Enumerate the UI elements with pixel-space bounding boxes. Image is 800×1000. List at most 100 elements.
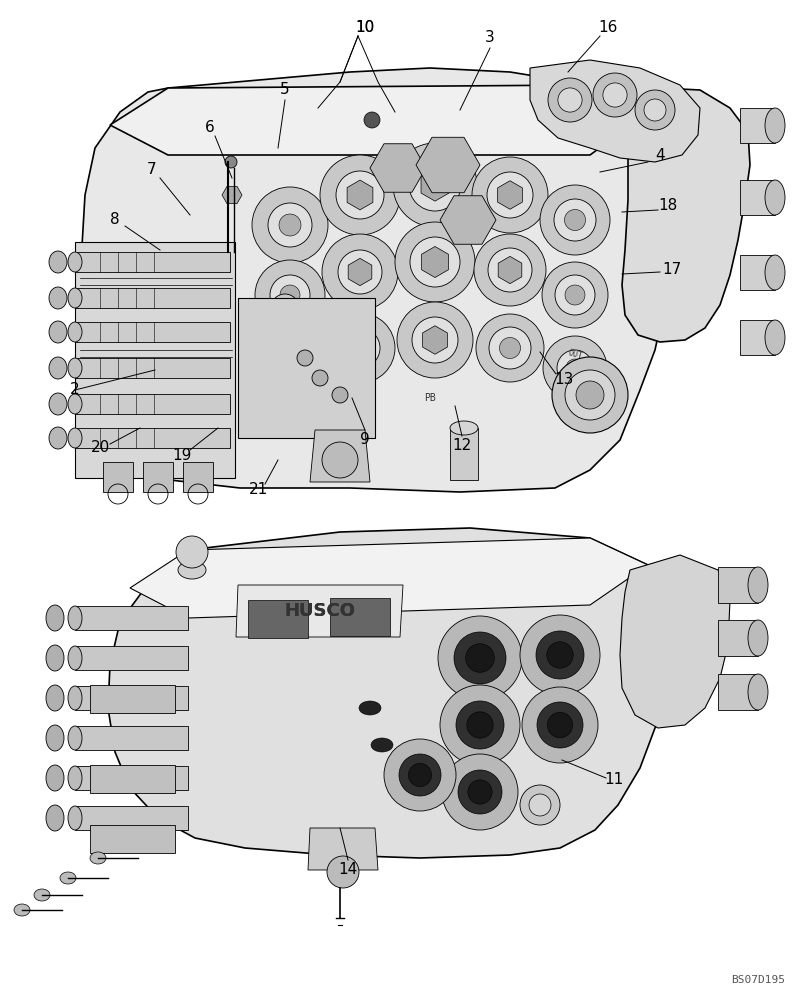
Ellipse shape	[68, 322, 82, 342]
Text: BS07D195: BS07D195	[731, 975, 785, 985]
Ellipse shape	[765, 320, 785, 355]
Text: 8: 8	[110, 213, 120, 228]
Circle shape	[409, 159, 461, 211]
Ellipse shape	[14, 904, 30, 916]
Polygon shape	[330, 598, 390, 636]
Text: 18: 18	[658, 198, 678, 213]
Circle shape	[268, 203, 312, 247]
Circle shape	[603, 83, 627, 107]
Polygon shape	[75, 646, 188, 670]
Text: 13: 13	[554, 372, 574, 387]
Polygon shape	[75, 322, 230, 342]
Circle shape	[176, 536, 208, 568]
Polygon shape	[75, 686, 188, 710]
Polygon shape	[130, 538, 648, 618]
Polygon shape	[75, 242, 235, 478]
Circle shape	[565, 210, 586, 231]
Circle shape	[548, 78, 592, 122]
Circle shape	[542, 262, 608, 328]
Polygon shape	[440, 196, 496, 244]
Circle shape	[547, 642, 573, 668]
Circle shape	[520, 615, 600, 695]
Ellipse shape	[49, 427, 67, 449]
Ellipse shape	[765, 180, 785, 215]
Circle shape	[467, 712, 493, 738]
Circle shape	[487, 172, 533, 218]
Polygon shape	[75, 358, 230, 378]
Polygon shape	[370, 144, 426, 192]
Text: 4: 4	[655, 147, 665, 162]
Circle shape	[322, 234, 398, 310]
Polygon shape	[620, 555, 730, 728]
Ellipse shape	[46, 765, 64, 791]
Text: 9: 9	[360, 432, 370, 448]
Ellipse shape	[765, 255, 785, 290]
Ellipse shape	[748, 620, 768, 656]
Ellipse shape	[49, 251, 67, 273]
Ellipse shape	[178, 561, 206, 579]
Polygon shape	[236, 585, 403, 637]
Circle shape	[322, 442, 358, 478]
Circle shape	[325, 313, 395, 383]
Circle shape	[520, 785, 560, 825]
Circle shape	[454, 632, 506, 684]
Circle shape	[557, 350, 593, 386]
Text: 12: 12	[452, 438, 472, 452]
Circle shape	[271, 294, 299, 322]
Polygon shape	[718, 674, 758, 710]
Circle shape	[458, 770, 502, 814]
Circle shape	[260, 332, 320, 392]
Ellipse shape	[68, 252, 82, 272]
Circle shape	[565, 285, 585, 305]
Circle shape	[338, 250, 382, 294]
Circle shape	[529, 794, 551, 816]
Polygon shape	[498, 181, 522, 209]
Text: 19: 19	[172, 448, 192, 462]
Circle shape	[472, 157, 548, 233]
Polygon shape	[80, 68, 672, 492]
Polygon shape	[348, 258, 372, 286]
Circle shape	[456, 701, 504, 749]
Ellipse shape	[68, 766, 82, 790]
Polygon shape	[310, 430, 370, 482]
Ellipse shape	[68, 646, 82, 670]
Circle shape	[395, 222, 475, 302]
Ellipse shape	[46, 685, 64, 711]
Circle shape	[273, 345, 307, 379]
Polygon shape	[75, 428, 230, 448]
Circle shape	[468, 780, 492, 804]
Polygon shape	[740, 320, 775, 355]
Ellipse shape	[68, 428, 82, 448]
Text: 14: 14	[338, 862, 358, 878]
Ellipse shape	[68, 686, 82, 710]
Polygon shape	[75, 252, 230, 272]
Polygon shape	[740, 180, 775, 215]
Ellipse shape	[49, 287, 67, 309]
Polygon shape	[740, 255, 775, 290]
Polygon shape	[422, 246, 449, 277]
Polygon shape	[450, 428, 478, 480]
Ellipse shape	[46, 645, 64, 671]
Circle shape	[364, 112, 380, 128]
Ellipse shape	[46, 725, 64, 751]
Circle shape	[252, 187, 328, 263]
Circle shape	[270, 275, 310, 315]
Text: 10: 10	[355, 20, 374, 35]
Circle shape	[410, 237, 460, 287]
Circle shape	[537, 702, 583, 748]
Polygon shape	[90, 765, 175, 793]
Text: 11: 11	[604, 772, 624, 788]
Text: HUSCO: HUSCO	[285, 602, 355, 620]
Text: 6: 6	[205, 120, 215, 135]
Circle shape	[540, 185, 610, 255]
Text: OUT: OUT	[566, 349, 583, 361]
Ellipse shape	[49, 393, 67, 415]
Polygon shape	[110, 85, 645, 155]
Polygon shape	[740, 108, 775, 143]
Polygon shape	[108, 528, 678, 858]
Ellipse shape	[748, 674, 768, 710]
Circle shape	[320, 155, 400, 235]
Ellipse shape	[46, 805, 64, 831]
Polygon shape	[718, 567, 758, 603]
Polygon shape	[75, 766, 188, 790]
